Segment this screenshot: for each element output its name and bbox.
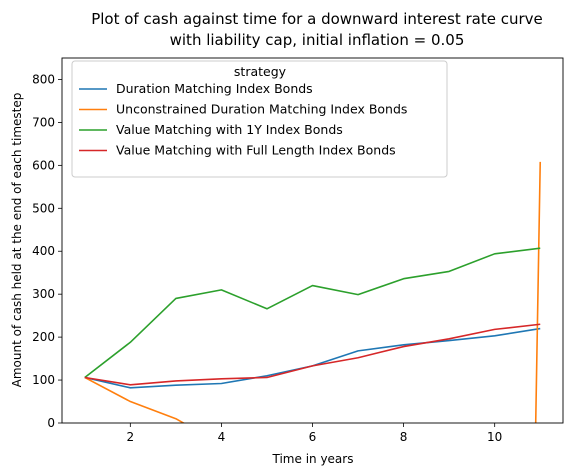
series-line-value-matching-with-1y-index-bonds [84,247,541,379]
series-line-value-matching-with-full-length-index-bonds [84,323,541,386]
x-tick-label: 8 [400,430,408,444]
y-tick-label: 0 [47,416,55,430]
y-axis-ticks: 0 100 200 300 400 500 600 700 800 [32,72,62,430]
chart-title-line-2: with liability cap, initial inflation = … [170,31,465,49]
x-axis-ticks: 2 4 6 8 10 [126,423,502,444]
series-line-unconstrained-duration-matching-index-bonds [84,161,542,423]
legend-label-value-matching-with-full-length-index-bonds: Value Matching with Full Length Index Bo… [116,143,396,158]
x-tick-label: 4 [218,430,226,444]
y-tick-label: 800 [32,72,55,86]
y-tick-label: 300 [32,287,55,301]
series-group [84,161,542,423]
y-tick-label: 600 [32,158,55,172]
legend-label-unconstrained-duration-matching-index-bonds: Unconstrained Duration Matching Index Bo… [116,102,407,117]
y-axis-label: Amount of cash held at the end of each t… [10,93,24,388]
x-tick-label: 6 [309,430,317,444]
y-tick-label: 100 [32,373,55,387]
legend-box [71,60,448,178]
y-tick-label: 200 [32,330,55,344]
x-tick-label: 10 [487,430,502,444]
legend-title: strategy [234,64,287,79]
legend: strategy Duration Matching Index Bonds Un… [71,60,448,178]
y-tick-label: 400 [32,244,55,258]
x-axis-label: Time in years [272,452,354,466]
legend-label-value-matching-with-1y-index-bonds: Value Matching with 1Y Index Bonds [116,122,343,137]
y-tick-label: 500 [32,201,55,215]
legend-items: Duration Matching Index Bonds Unconstrain… [79,81,407,158]
chart-title-line-1: Plot of cash against time for a downward… [91,10,543,28]
y-tick-label: 700 [32,115,55,129]
legend-label-duration-matching-index-bonds: Duration Matching Index Bonds [116,81,313,96]
x-tick-label: 2 [126,430,134,444]
